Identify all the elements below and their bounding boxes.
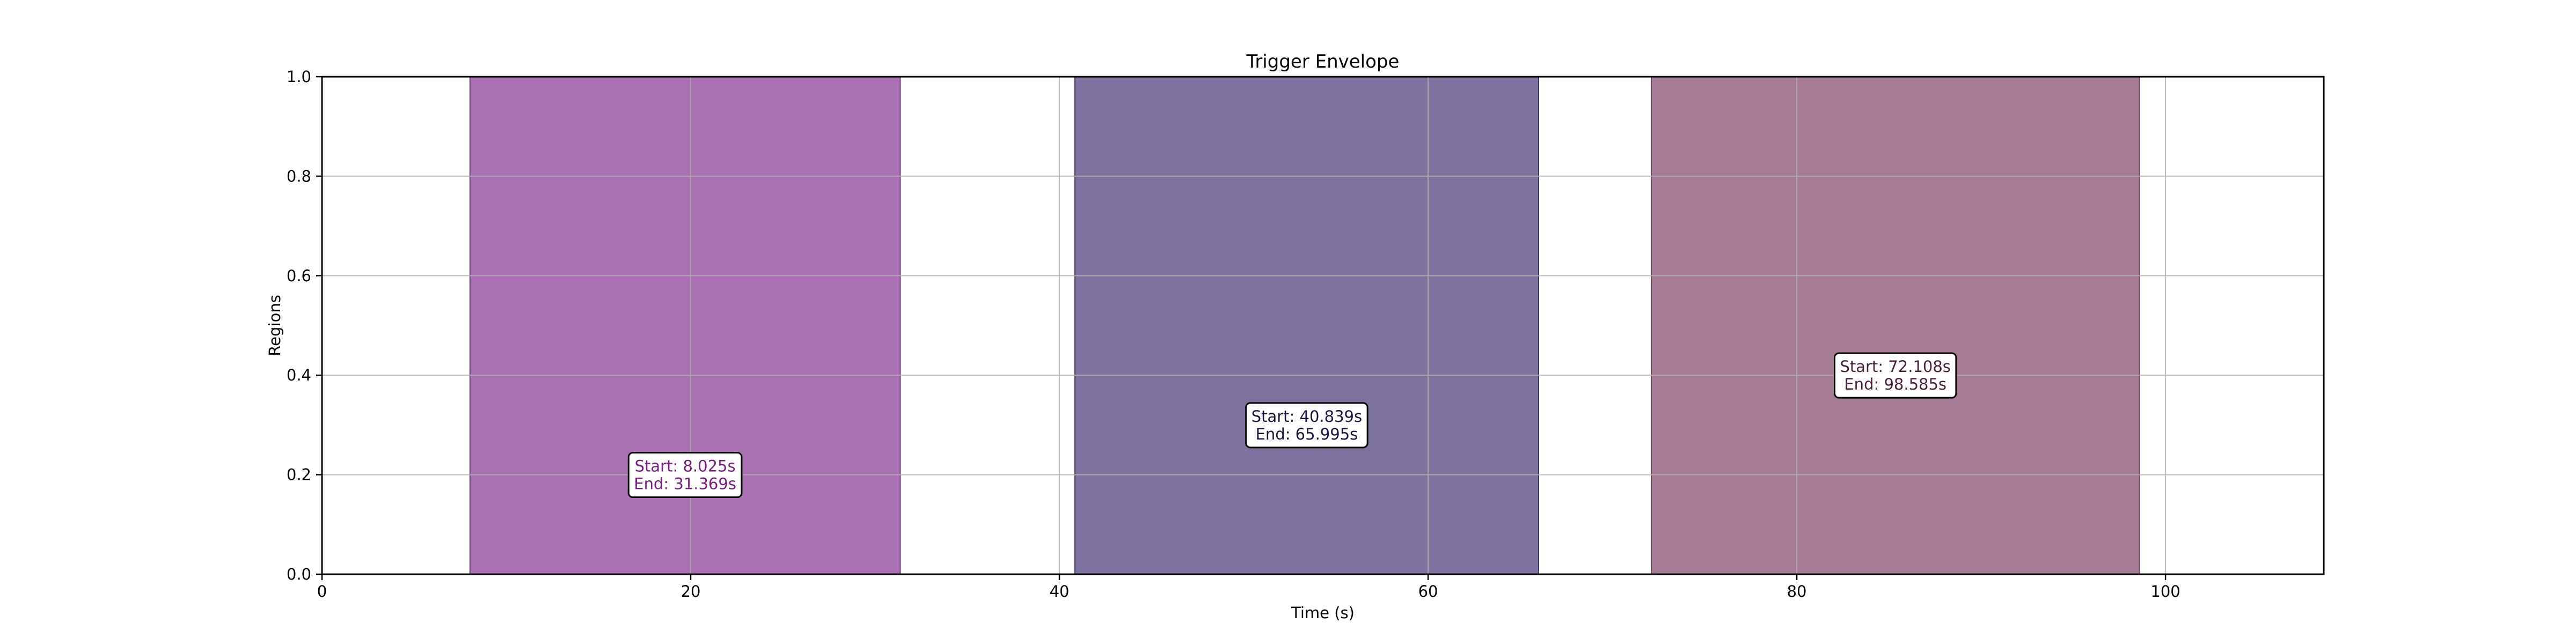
chart-title: Trigger Envelope [1246,51,1400,72]
y-tick-label-1: 0.0 [287,565,311,583]
region-label-box-1 [627,452,743,499]
x-tick-label-5: 80 [1787,582,1807,601]
x-tick-label-3: 40 [1050,582,1070,601]
region-end-label-1: End: 31.369s [634,475,736,493]
region-label-box-3 [1834,352,1957,399]
y-axis-label: Regions [266,295,284,356]
region-end-label-2: End: 65.995s [1256,425,1358,443]
regions-layer [469,76,2140,575]
x-axis-label: Time (s) [1291,604,1355,622]
ticks-layer: 0 20 40 60 80 100 0.0 0.2 0.4 0.6 0.8 1.0 [287,68,2180,601]
x-tick-label-2: 20 [681,582,701,601]
y-tick-label-3: 0.4 [287,366,311,384]
y-tick-label-2: 0.2 [287,466,311,484]
x-tick-label-6: 100 [2150,582,2180,601]
y-tick-label-6: 1.0 [287,68,311,86]
y-tick-label-5: 0.8 [287,167,311,185]
y-tick-label-4: 0.6 [287,267,311,285]
x-tick-label-1: 0 [317,582,327,601]
region-start-label-3: Start: 72.108s [1840,357,1951,376]
region-span-1 [469,76,901,575]
plot-frame [321,76,2325,575]
region-start-label-1: Start: 8.025s [635,457,736,475]
region-span-3 [1650,76,2140,575]
x-tick-label-4: 60 [1418,582,1438,601]
region-end-label-3: End: 98.585s [1844,375,1946,393]
region-label-box-2 [1245,402,1368,449]
region-start-label-2: Start: 40.839s [1252,407,1362,426]
region-span-2 [1074,76,1539,575]
